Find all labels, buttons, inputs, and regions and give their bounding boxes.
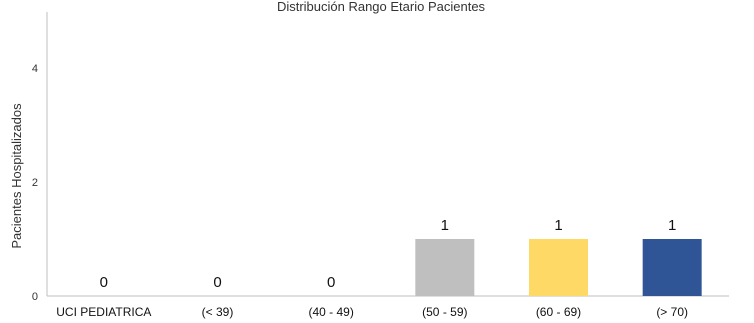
data-label: 1 (668, 217, 676, 234)
y-axis-label: Pacientes Hospitalizados (9, 103, 24, 249)
category-label: (< 39) (202, 305, 234, 319)
bar (529, 239, 588, 296)
bar (415, 239, 475, 296)
y-tick-label: 4 (32, 63, 38, 75)
category-label: (> 70) (656, 305, 688, 319)
data-label: 0 (327, 274, 335, 291)
bar (642, 239, 702, 296)
data-label: 0 (100, 274, 108, 291)
bars (415, 239, 702, 296)
data-label: 1 (554, 217, 562, 234)
category-label: (50 - 59) (422, 305, 467, 319)
category-label: (60 - 69) (536, 305, 581, 319)
y-ticks: 0 2 4 (32, 63, 38, 303)
category-label: UCI PEDIATRICA (56, 305, 151, 319)
data-label: 1 (441, 217, 449, 234)
chart-title: Distribución Rango Etario Pacientes (277, 0, 486, 14)
category-label: (40 - 49) (308, 305, 353, 319)
category-labels: UCI PEDIATRICA (< 39) (40 - 49) (50 - 59) (6… (56, 305, 688, 319)
data-label: 0 (213, 274, 221, 291)
y-tick-label: 2 (32, 177, 38, 189)
y-tick-label: 0 (32, 291, 38, 303)
data-labels: 0 0 0 1 1 1 (100, 217, 677, 291)
